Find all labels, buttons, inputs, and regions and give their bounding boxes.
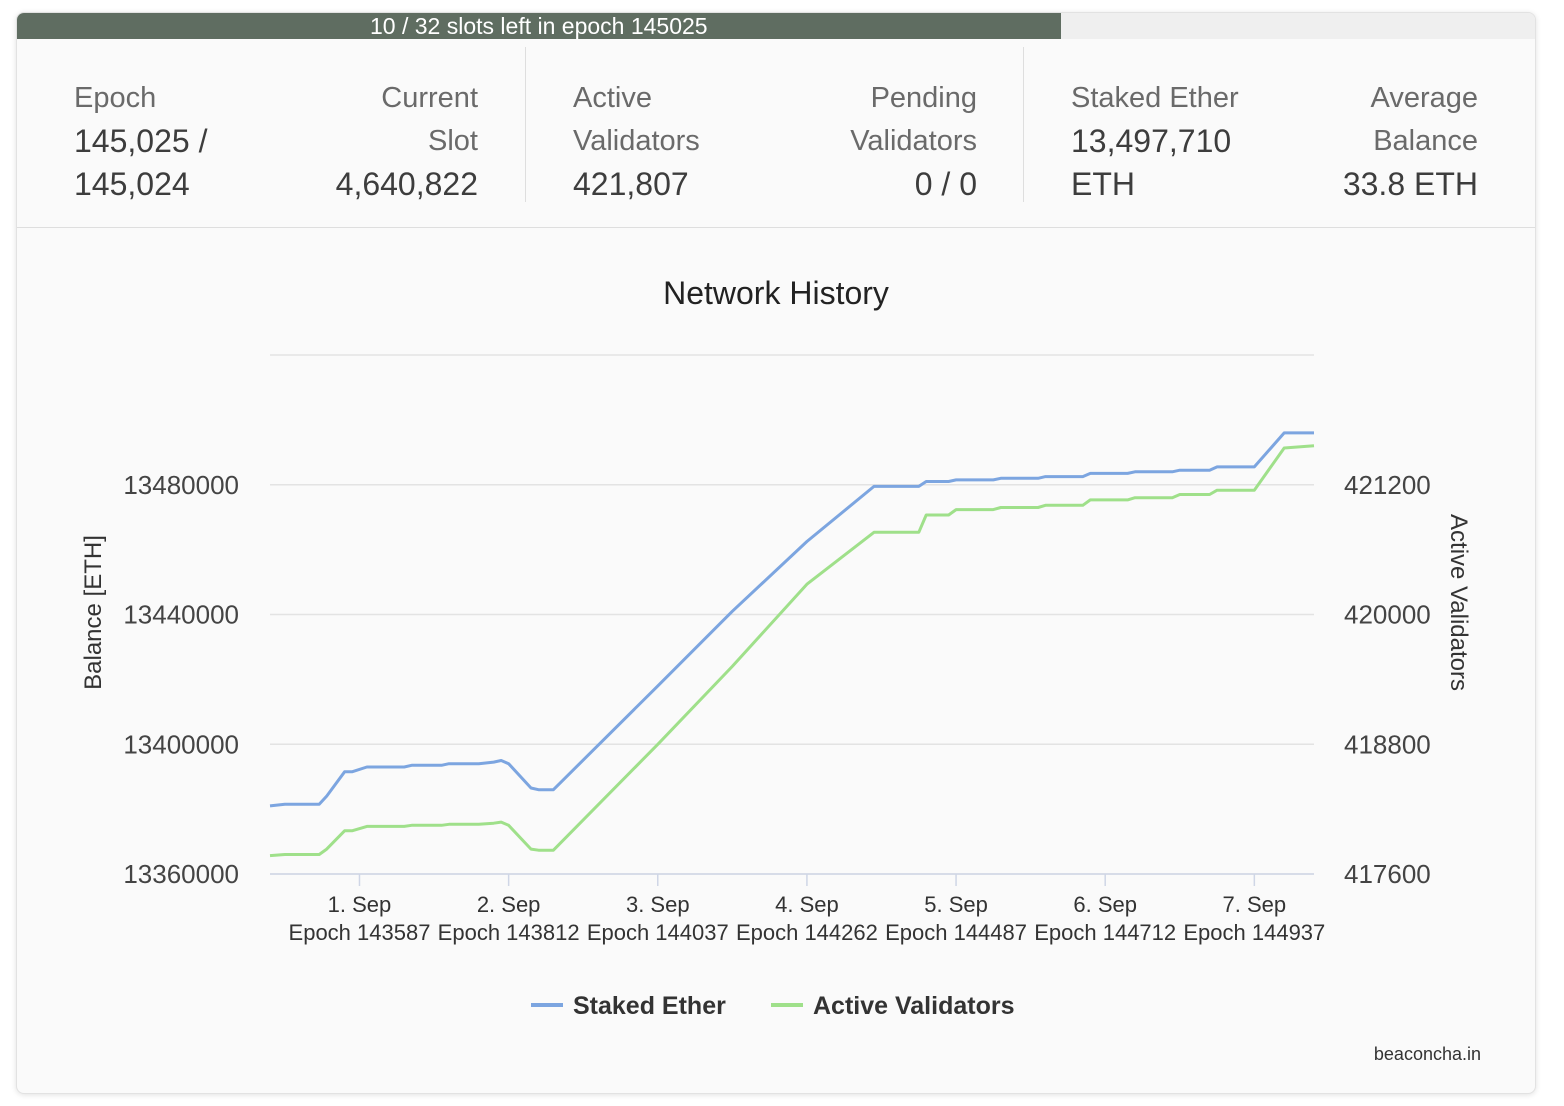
stats-divider bbox=[1023, 47, 1024, 202]
x-tick-label-epoch: Epoch 144262 bbox=[736, 920, 878, 945]
stat-active-validators-label-line2: Validators bbox=[573, 125, 700, 157]
epoch-progress-fill: 10 / 32 slots left in epoch 145025 bbox=[17, 13, 1061, 39]
series-line-active-validators bbox=[269, 444, 1315, 858]
legend-item-label[interactable]: Active Validators bbox=[813, 992, 1014, 1020]
y-right-tick-label: 420000 bbox=[1344, 600, 1431, 630]
y-left-axis-title: Balance [ETH] bbox=[80, 535, 107, 690]
stat-pending-validators-label-line1: Pending bbox=[870, 82, 977, 114]
y-right-tick-label: 421200 bbox=[1344, 470, 1431, 500]
y-right-tick-label: 418800 bbox=[1344, 729, 1431, 759]
stat-active-validators-label-line1: Active bbox=[573, 82, 652, 114]
y-left-tick-label: 13400000 bbox=[123, 729, 239, 759]
stat-staked-ether: Staked Ether 13,497,710 ETH bbox=[1071, 77, 1239, 206]
stat-pending-validators-label-line2: Validators bbox=[850, 125, 977, 157]
epoch-progress-text: 10 / 32 slots left in epoch 145025 bbox=[370, 13, 708, 39]
y-right-tick-label: 417600 bbox=[1344, 859, 1431, 889]
y-left-tick-label: 13480000 bbox=[123, 470, 239, 500]
chart-svg: Network History 13360000 13400000 13440000… bbox=[80, 275, 1481, 1064]
stat-current-slot: Current Slot 4,640,822 bbox=[336, 77, 478, 206]
x-tick-label-date: 1. Sep bbox=[328, 892, 392, 917]
stat-active-validators: Active Validators 421,807 bbox=[573, 77, 700, 206]
stat-average-balance-label-line2: Balance bbox=[1373, 125, 1478, 157]
x-tick-label-date: 6. Sep bbox=[1073, 892, 1137, 917]
chart-title: Network History bbox=[663, 275, 889, 311]
network-card: 10 / 32 slots left in epoch 145025 Epoch… bbox=[16, 12, 1536, 1094]
stat-current-slot-label-line1: Current bbox=[381, 82, 478, 114]
stat-average-balance: Average Balance 33.8 ETH bbox=[1343, 77, 1478, 206]
stat-average-balance-value: 33.8 ETH bbox=[1342, 166, 1478, 202]
chart-credit[interactable]: beaconcha.in bbox=[1374, 1044, 1481, 1064]
x-tick-label-epoch: Epoch 144937 bbox=[1183, 920, 1325, 945]
legend-item-label[interactable]: Staked Ether bbox=[573, 992, 726, 1020]
stat-epoch-label: Epoch bbox=[74, 82, 157, 114]
y-left-tick-label: 13440000 bbox=[123, 600, 239, 630]
stats-panel: Epoch 145,025 / 145,024 Current Slot 4,6… bbox=[17, 39, 1535, 228]
stat-current-slot-label-line2: Slot bbox=[428, 125, 478, 157]
stat-epoch-value-line2: 145,024 bbox=[74, 166, 190, 202]
stat-average-balance-label-line1: Average bbox=[1370, 82, 1479, 114]
x-tick-label-epoch: Epoch 143812 bbox=[438, 920, 580, 945]
stat-active-validators-value: 421,807 bbox=[573, 166, 689, 202]
stats-divider bbox=[525, 47, 526, 202]
x-tick-label-date: 7. Sep bbox=[1223, 892, 1287, 917]
stat-pending-validators: Pending Validators 0 / 0 bbox=[850, 77, 977, 206]
x-tick-label-date: 5. Sep bbox=[924, 892, 988, 917]
x-tick-label-epoch: Epoch 144037 bbox=[587, 920, 729, 945]
x-tick-label-epoch: Epoch 143587 bbox=[289, 920, 431, 945]
y-right-axis-title: Active Validators bbox=[1445, 514, 1472, 691]
x-tick-label-date: 4. Sep bbox=[775, 892, 839, 917]
stat-staked-ether-value-line2: ETH bbox=[1071, 166, 1135, 202]
stat-current-slot-value: 4,640,822 bbox=[335, 166, 478, 202]
stat-epoch: Epoch 145,025 / 145,024 bbox=[74, 77, 207, 206]
x-tick-label-epoch: Epoch 144712 bbox=[1034, 920, 1176, 945]
x-tick-label-date: 2. Sep bbox=[477, 892, 541, 917]
stat-staked-ether-value-line1: 13,497,710 bbox=[1071, 123, 1232, 159]
x-tick-label-date: 3. Sep bbox=[626, 892, 690, 917]
stat-staked-ether-label: Staked Ether bbox=[1071, 82, 1239, 114]
epoch-progress-bar: 10 / 32 slots left in epoch 145025 bbox=[17, 13, 1535, 39]
x-tick-label-epoch: Epoch 144487 bbox=[885, 920, 1027, 945]
y-left-tick-label: 13360000 bbox=[123, 859, 239, 889]
stat-epoch-value-line1: 145,025 / bbox=[74, 123, 208, 159]
series-line-staked-ether bbox=[269, 431, 1314, 808]
network-history-chart: Network History 13360000 13400000 13440000… bbox=[17, 228, 1535, 1093]
stat-pending-validators-value: 0 / 0 bbox=[914, 166, 977, 202]
